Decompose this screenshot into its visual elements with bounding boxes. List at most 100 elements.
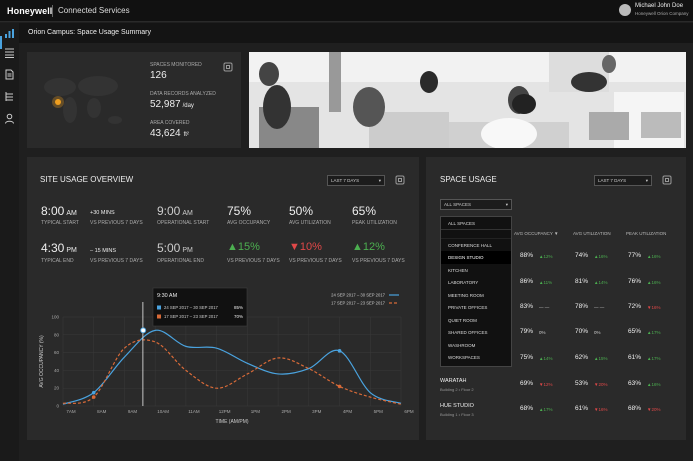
avg-utilization-delta: ▼10% bbox=[289, 241, 322, 253]
tooltip bbox=[152, 287, 248, 327]
hover-point bbox=[140, 327, 147, 334]
space-row-peak: 68% bbox=[628, 405, 642, 412]
menu-item-quiet-room[interactable]: QUIET ROOM bbox=[448, 317, 477, 323]
space-filter-dropdown[interactable]: ALL SPACES ▾ bbox=[440, 199, 512, 210]
space-row-peak-delta: ▲16% bbox=[647, 382, 661, 387]
area-label: AREA COVERED bbox=[150, 120, 190, 126]
space-filter-menu: ALL SPACES CONFERENCE HALL DESIGN STUDIO… bbox=[440, 216, 512, 367]
space-row-peak: 65% bbox=[628, 328, 642, 335]
space-row-util: 78% bbox=[575, 303, 589, 310]
document-icon[interactable] bbox=[4, 69, 15, 80]
site-range-dropdown[interactable]: LAST 7 DAYS ▾ bbox=[327, 175, 385, 186]
space-row-occ: 88% bbox=[520, 252, 534, 259]
y-tick-label: 100 bbox=[51, 315, 59, 320]
space-row-peak-delta: ▼16% bbox=[647, 305, 661, 310]
space-row-name[interactable]: HUE STUDIO bbox=[440, 403, 474, 409]
space-row-name[interactable]: WARATAH bbox=[440, 378, 467, 384]
menu-item-meeting-room[interactable]: MEETING ROOM bbox=[448, 292, 484, 298]
menu-item-all-spaces[interactable]: ALL SPACES bbox=[441, 217, 511, 230]
menu-item-kitchen[interactable]: KITCHEN bbox=[448, 267, 468, 273]
space-row-occ: 68% bbox=[520, 405, 534, 412]
x-tick-label: 3PM bbox=[312, 409, 322, 414]
typical-start-label: TYPICAL START bbox=[41, 220, 79, 226]
occupancy-chart[interactable]: 0 20 40 60 80 100 7AM 8AM 9AM 10AM 11AM 12PM 1PM 2PM 3… bbox=[27, 282, 419, 432]
space-row-peak: 77% bbox=[628, 252, 642, 259]
world-map bbox=[44, 76, 122, 124]
space-row-peak-delta: ▲16% bbox=[647, 254, 661, 259]
expand-icon[interactable] bbox=[223, 62, 233, 72]
spaces-monitored-value: 126 bbox=[150, 70, 167, 81]
typical-end-value: 4:30 PM bbox=[41, 241, 77, 255]
site-expand-icon[interactable] bbox=[395, 175, 405, 185]
records-value: 52,987/day bbox=[150, 99, 194, 110]
x-tick-label: 4PM bbox=[343, 409, 353, 414]
spaces-monitored-label: SPACES MONITORED bbox=[150, 62, 202, 68]
space-row-peak: 61% bbox=[628, 354, 642, 361]
menu-item-shared-offices[interactable]: SHARED OFFICES bbox=[448, 330, 488, 335]
space-row-peak: 76% bbox=[628, 278, 642, 285]
x-tick-label: 2PM bbox=[281, 409, 291, 414]
site-usage-title: SITE USAGE OVERVIEW bbox=[40, 175, 134, 184]
menu-item-conference-hall[interactable]: CONFERENCE HALL bbox=[448, 242, 493, 248]
end-delta: – 15 MINS bbox=[90, 248, 116, 254]
menu-item-design-studio[interactable]: DESIGN STUDIO bbox=[441, 251, 511, 264]
start-delta-sub: VS PREVIOUS 7 DAYS bbox=[90, 220, 143, 226]
space-row-occ: 83% bbox=[520, 303, 534, 310]
avatar[interactable] bbox=[619, 4, 631, 16]
x-tick-label: 11AM bbox=[188, 409, 200, 414]
space-row-occ-delta: ▲17% bbox=[539, 407, 553, 412]
space-row-peak-delta: ▼20% bbox=[647, 407, 661, 412]
col-avg-occupancy[interactable]: AVG OCCUPANCY ▼ bbox=[514, 231, 559, 236]
title-bar bbox=[19, 23, 693, 43]
office-photo bbox=[249, 52, 686, 148]
space-expand-icon[interactable] bbox=[662, 175, 672, 185]
menu-item-laboratory[interactable]: LABORATORY bbox=[448, 280, 479, 285]
menu-item-washroom[interactable]: WASHROOM bbox=[448, 342, 476, 348]
avg-utilization-value: 50% bbox=[289, 204, 314, 218]
user-name[interactable]: Michael John Doe bbox=[635, 3, 684, 9]
x-tick-label: 7AM bbox=[66, 409, 76, 414]
top-bar bbox=[0, 0, 693, 22]
y-tick-label: 40 bbox=[54, 368, 60, 373]
space-row-util-delta: — — bbox=[594, 305, 605, 310]
avg-occupancy-delta: ▲15% bbox=[227, 241, 260, 253]
avg-occupancy-value: 75% bbox=[227, 204, 252, 218]
peak-utilization-value: 65% bbox=[352, 204, 377, 218]
tooltip-label: 24 SEP 2017 – 30 SEP 2017 bbox=[164, 305, 219, 310]
peak-utilization-delta: ▲12% bbox=[352, 241, 385, 253]
series-point bbox=[91, 390, 96, 395]
list-icon[interactable] bbox=[4, 47, 15, 58]
tooltip-time: 9:30 AM bbox=[157, 293, 178, 299]
y-tick-label: 0 bbox=[56, 404, 59, 409]
space-row-util: 81% bbox=[575, 278, 589, 285]
op-start-label: OPERATIONAL START bbox=[157, 220, 210, 226]
user-icon[interactable] bbox=[4, 113, 15, 124]
space-row-occ: 86% bbox=[520, 278, 534, 285]
col-peak-utilization[interactable]: PEAK UTILIZATION bbox=[626, 231, 667, 236]
op-end-value: 5:00 PM bbox=[157, 241, 193, 255]
dashboard-icon[interactable] bbox=[4, 28, 15, 39]
typical-end-label: TYPICAL END bbox=[41, 258, 74, 264]
space-row-occ-delta: — — bbox=[539, 305, 550, 310]
hierarchy-icon[interactable] bbox=[4, 91, 15, 102]
space-row-util-delta: ▲16% bbox=[594, 254, 608, 259]
tooltip-swatch bbox=[157, 305, 161, 310]
page-title: Orion Campus: Space Usage Summary bbox=[28, 29, 151, 36]
x-tick-label: 10AM bbox=[157, 409, 169, 414]
space-row-occ-delta: ▲11% bbox=[539, 280, 553, 285]
records-label: DATA RECORDS ANALYZED bbox=[150, 91, 216, 97]
x-axis-label: TIME (AM/PM) bbox=[215, 419, 248, 425]
space-range-dropdown[interactable]: LAST 7 DAYS ▾ bbox=[594, 175, 652, 186]
tooltip-value: 70% bbox=[234, 314, 243, 319]
col-avg-utilization[interactable]: AVG UTILIZATION bbox=[573, 231, 611, 236]
space-row-util-delta: ▼20% bbox=[594, 382, 608, 387]
series-line-0 bbox=[62, 329, 402, 405]
series-point bbox=[337, 384, 342, 389]
menu-item-private-offices[interactable]: PRIVATE OFFICES bbox=[448, 305, 488, 310]
peak-utilization-label: PEAK UTILIZATION bbox=[352, 220, 397, 226]
space-row-occ-delta: 0% bbox=[539, 330, 546, 335]
op-end-label: OPERATIONAL END bbox=[157, 258, 204, 264]
space-row-util-delta: 0% bbox=[594, 330, 601, 335]
space-row-util-delta: ▲14% bbox=[594, 280, 608, 285]
menu-item-workspaces[interactable]: WORKSPACES bbox=[448, 355, 480, 360]
